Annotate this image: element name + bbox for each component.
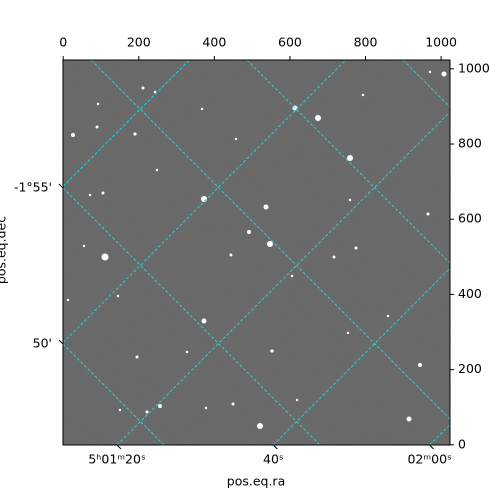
star [155, 168, 159, 172]
star [116, 294, 120, 298]
star [71, 133, 75, 137]
star [247, 230, 251, 234]
ra-tick [272, 444, 278, 450]
star [315, 115, 321, 121]
star [332, 255, 336, 259]
star [386, 314, 390, 318]
star [96, 102, 100, 106]
x-tick-label: 1000 [425, 35, 457, 50]
star [141, 86, 145, 90]
star [270, 349, 274, 353]
star [135, 355, 139, 359]
star [201, 318, 207, 324]
star [153, 90, 157, 94]
dec-tick [58, 339, 64, 345]
ra-tick-label: 40ˢ [263, 452, 284, 467]
x-tick-label: 400 [202, 35, 226, 50]
star [406, 416, 412, 422]
star [66, 298, 70, 302]
image [63, 60, 450, 445]
y-axis-label: pos.eq.dec [0, 216, 9, 284]
grid [63, 60, 450, 445]
y-tick-label: 800 [458, 136, 482, 151]
x-tick-label: 0 [59, 35, 67, 50]
star [267, 241, 273, 247]
y-tick-label: 600 [458, 211, 482, 226]
y-tick-label: 200 [458, 361, 482, 376]
star [204, 406, 208, 410]
star [118, 408, 122, 412]
star [200, 107, 204, 111]
stars [66, 70, 447, 429]
star [145, 410, 149, 414]
star [231, 402, 235, 406]
star [158, 404, 162, 408]
dec-grid-line [63, 187, 321, 445]
y-tick-label: 400 [458, 286, 482, 301]
dec-tick [58, 183, 64, 189]
star [133, 132, 137, 136]
star [348, 198, 352, 202]
dec-grid-line [246, 60, 450, 264]
star [346, 331, 350, 335]
x-tick-label: 200 [127, 35, 151, 50]
x-tick-label: 600 [278, 35, 302, 50]
y-tick-label: 1000 [458, 60, 490, 75]
star [229, 253, 233, 257]
star [428, 70, 432, 74]
dec-grid-line [402, 60, 450, 108]
star [347, 155, 353, 161]
star [263, 204, 269, 210]
star [234, 137, 238, 141]
ra-tick-label: 5ʰ01ᵐ20ˢ [88, 452, 145, 467]
ra-grid-line [63, 60, 347, 344]
star [95, 125, 99, 129]
dec-grid-line [63, 343, 165, 445]
star [88, 193, 92, 197]
star [426, 212, 430, 216]
star [418, 363, 422, 367]
y-tick-label: 0 [458, 436, 466, 451]
ra-tick-label: 02ᵐ00ˢ [407, 452, 451, 467]
star [290, 274, 294, 278]
x-tick-label: 800 [354, 35, 378, 50]
ra-grid-line [272, 267, 450, 445]
star [82, 244, 86, 248]
frame [62, 59, 451, 446]
star [185, 350, 189, 354]
x-axis-label: pos.eq.ra [227, 474, 285, 489]
dec-tick-label: 50' [33, 336, 52, 351]
star [101, 191, 105, 195]
star [295, 398, 299, 402]
star [361, 93, 365, 97]
dec-tick-label: -1°55' [14, 180, 52, 195]
star [257, 423, 263, 429]
star [101, 253, 109, 261]
star [354, 246, 358, 250]
ra-tick [429, 444, 434, 450]
star [441, 71, 447, 77]
ra-tick [116, 444, 122, 450]
ra-grid-line [116, 111, 450, 445]
